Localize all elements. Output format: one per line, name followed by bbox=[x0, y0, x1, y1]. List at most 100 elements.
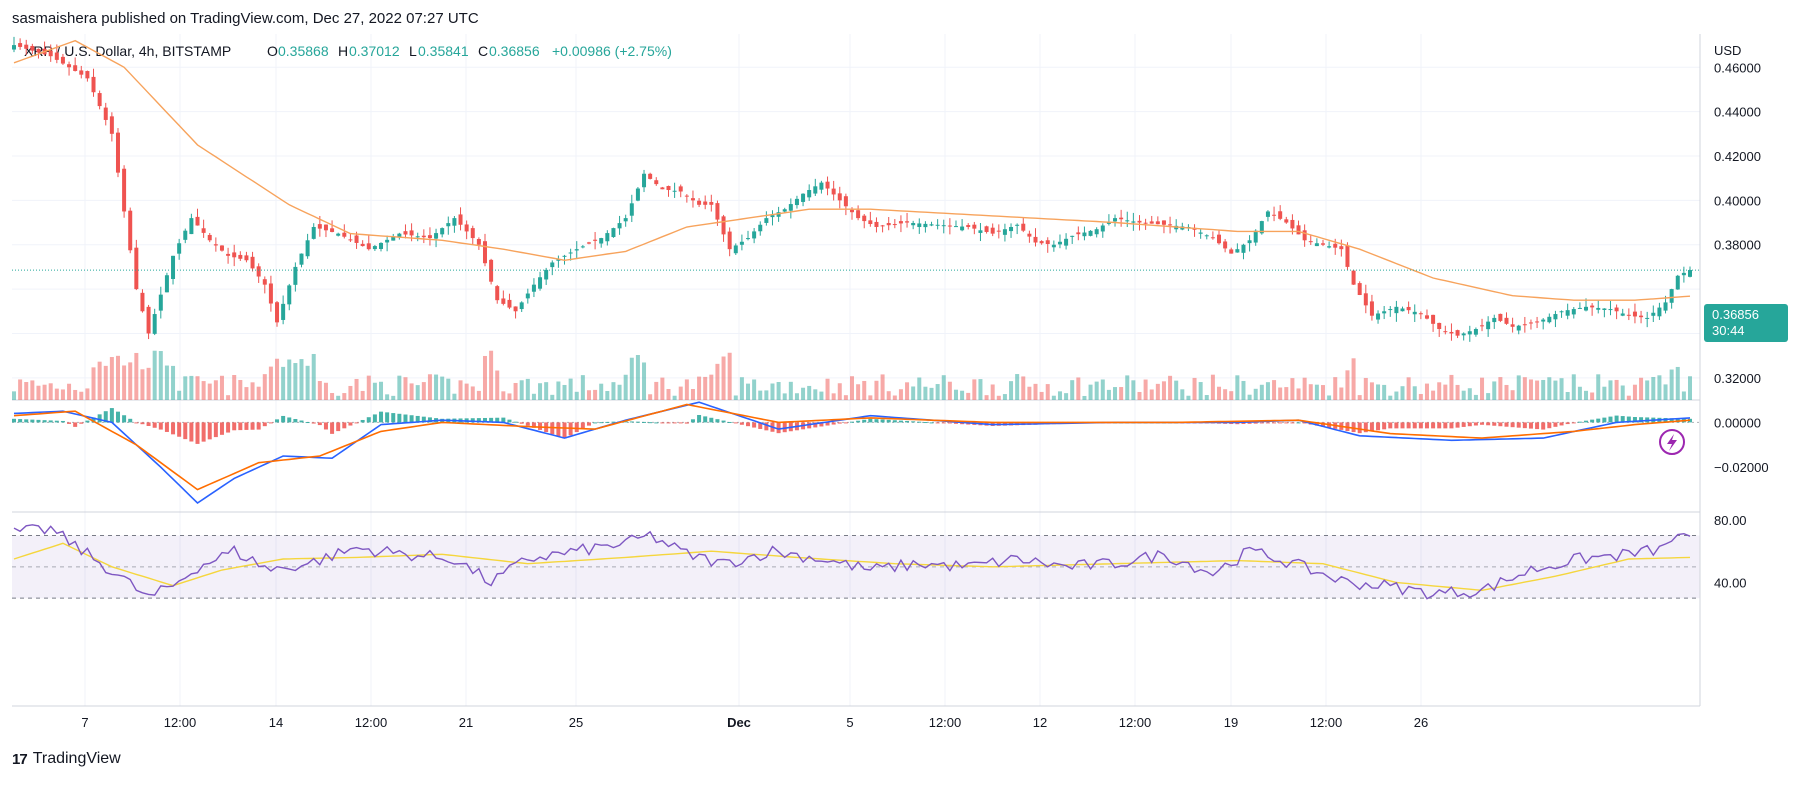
last-price-label: 0.36856 bbox=[1712, 307, 1759, 322]
candle-body bbox=[115, 132, 120, 173]
candle-body bbox=[1522, 324, 1527, 326]
volume-bar bbox=[305, 365, 310, 400]
candle-body bbox=[1217, 234, 1222, 244]
candle-body bbox=[1039, 241, 1044, 244]
candle-body bbox=[201, 228, 206, 233]
volume-bar bbox=[1504, 384, 1509, 400]
publisher-line: sasmaishera published on TradingView.com… bbox=[12, 10, 479, 27]
tradingview-brand[interactable]: 17 TradingView bbox=[12, 750, 121, 768]
volume-bar bbox=[403, 377, 408, 400]
macd-histogram-bar bbox=[605, 421, 610, 423]
candle-body bbox=[1596, 307, 1601, 310]
volume-bar bbox=[709, 374, 714, 400]
volume-bar bbox=[727, 352, 732, 400]
macd-histogram-bar bbox=[1296, 422, 1301, 424]
candle-body bbox=[617, 223, 622, 229]
macd-histogram-bar bbox=[1394, 422, 1399, 429]
macd-histogram-bar bbox=[299, 420, 304, 423]
volume-bar bbox=[1290, 378, 1295, 400]
candle-body bbox=[550, 262, 555, 268]
candle-body bbox=[1155, 221, 1160, 225]
candle-body bbox=[1382, 311, 1387, 314]
macd-histogram-bar bbox=[323, 422, 328, 430]
volume-bar bbox=[1431, 390, 1436, 400]
volume-bar bbox=[678, 386, 683, 400]
volume-bar bbox=[1394, 391, 1399, 400]
time-axis-label: 5 bbox=[846, 715, 853, 730]
macd-histogram-bar bbox=[1480, 422, 1485, 425]
candle-body bbox=[917, 223, 922, 228]
volume-bar bbox=[1308, 384, 1313, 400]
price-tick-label: 0.32000 bbox=[1714, 371, 1761, 386]
candle-body bbox=[207, 234, 212, 241]
volume-bar bbox=[1571, 374, 1576, 400]
candle-body bbox=[1064, 238, 1069, 246]
macd-histogram-bar bbox=[1443, 422, 1448, 429]
volume-bar bbox=[1064, 393, 1069, 400]
volume-bar bbox=[60, 389, 65, 400]
volume-bar bbox=[1547, 377, 1552, 400]
macd-histogram-bar bbox=[1602, 417, 1607, 423]
candle-body bbox=[1027, 233, 1032, 237]
volume-bar bbox=[1015, 374, 1020, 400]
volume-bar bbox=[1565, 391, 1570, 400]
macd-histogram-bar bbox=[128, 418, 133, 423]
macd-histogram-bar bbox=[599, 422, 604, 424]
volume-bar bbox=[1492, 381, 1497, 400]
macd-scale-ticks[interactable]: 0.00000 −0.02000 bbox=[1714, 415, 1769, 475]
rsi-line bbox=[13, 524, 1691, 600]
candle-body bbox=[1143, 222, 1148, 224]
candle-body bbox=[1235, 249, 1240, 253]
macd-histogram-bar bbox=[703, 416, 708, 423]
candle-body bbox=[109, 116, 114, 134]
candle-body bbox=[1645, 317, 1650, 319]
candle-body bbox=[189, 218, 194, 235]
candle-body bbox=[1516, 325, 1521, 331]
legend-open-value: 0.35868 bbox=[278, 43, 329, 59]
volume-bar bbox=[960, 390, 965, 400]
candle-body bbox=[776, 212, 781, 217]
candle-body bbox=[1473, 329, 1478, 335]
chart-area[interactable]: XRP / U.S. Dollar, 4h, BITSTAMP O 0.3586… bbox=[0, 34, 1802, 740]
candle-body bbox=[935, 224, 940, 226]
volume-bar bbox=[201, 381, 206, 400]
volume-bar bbox=[1522, 377, 1527, 400]
price-scale-ticks[interactable]: 0.460000.440000.420000.400000.380000.340… bbox=[1714, 60, 1761, 386]
volume-bar bbox=[1584, 390, 1589, 400]
volume-bar bbox=[1210, 374, 1215, 400]
candle-body bbox=[54, 52, 59, 60]
macd-signal-line bbox=[13, 403, 1691, 491]
volume-bar bbox=[323, 382, 328, 400]
volume-bar bbox=[1088, 384, 1093, 400]
volume-bar bbox=[1406, 377, 1411, 400]
volume-bar bbox=[299, 359, 304, 400]
volume-bar bbox=[1204, 395, 1209, 400]
candle-body bbox=[1131, 221, 1136, 223]
legend-symbol: XRP / U.S. Dollar, 4h, BITSTAMP bbox=[24, 43, 231, 59]
candle-body bbox=[531, 284, 536, 292]
macd-histogram-bar bbox=[1565, 422, 1570, 425]
legend-change: +0.00986 (+2.75%) bbox=[552, 43, 672, 59]
macd-histogram-bar bbox=[287, 417, 292, 423]
macd-histogram-bar bbox=[935, 422, 940, 424]
candle-body bbox=[1565, 310, 1570, 316]
macd-histogram-bar bbox=[868, 418, 873, 423]
lightning-icon[interactable] bbox=[1659, 429, 1685, 455]
macd-histogram-bar bbox=[721, 420, 726, 423]
time-axis-labels[interactable]: 7 12:00 14 12:00 21 25 Dec 5 12:00 12 12:00 19 12:00… bbox=[81, 715, 1428, 730]
volume-bar bbox=[207, 383, 212, 400]
macd-histogram-bar bbox=[825, 422, 830, 426]
rsi-scale-ticks[interactable]: 80.00 40.00 bbox=[1714, 513, 1747, 591]
macd-tick-label: 0.00000 bbox=[1714, 415, 1761, 430]
candle-body bbox=[409, 230, 414, 236]
macd-histogram-bar bbox=[941, 422, 946, 424]
candle-body bbox=[1467, 331, 1472, 335]
volume-bar bbox=[531, 393, 536, 400]
macd-histogram-bar bbox=[666, 422, 671, 424]
candle-body bbox=[366, 243, 371, 250]
macd-histogram-bar bbox=[336, 422, 341, 432]
volume-bar bbox=[635, 355, 640, 400]
candle-body bbox=[1602, 308, 1607, 310]
macd-histogram-bar bbox=[739, 422, 744, 425]
volume-bar bbox=[281, 366, 286, 400]
